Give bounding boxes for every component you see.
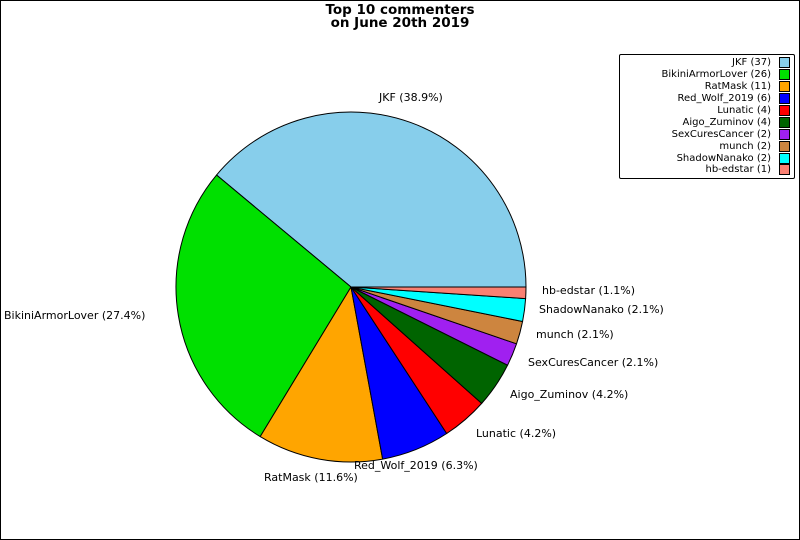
pie-slice-bikiniarmorlover	[175, 174, 352, 438]
legend-label: JKF (37)	[732, 57, 771, 69]
legend-label: Red_Wolf_2019 (6)	[677, 93, 771, 105]
legend-swatch	[779, 69, 790, 81]
slice-label-shadownanako: ShadowNanako (2.1%)	[539, 303, 664, 316]
legend-row-munch: munch (2)	[622, 140, 792, 152]
legend-row-jkf: JKF (37)	[622, 57, 792, 69]
legend-label: BikiniArmorLover (26)	[661, 69, 771, 81]
legend-swatch	[779, 81, 790, 93]
legend-label: hb-edstar (1)	[705, 164, 771, 176]
slice-label-bikiniarmorlover: BikiniArmorLover (27.4%)	[4, 309, 146, 322]
legend-row-hb-edstar: hb-edstar (1)	[622, 164, 792, 176]
chart-title: Top 10 commenters on June 20th 2019	[1, 2, 799, 31]
legend-swatch	[779, 128, 790, 140]
slice-label-lunatic: Lunatic (4.2%)	[476, 427, 557, 440]
legend: JKF (37) BikiniArmorLover (26) RatMask (11…	[619, 54, 795, 179]
legend-swatch	[779, 152, 790, 164]
legend-label: RatMask (11)	[704, 81, 771, 93]
legend-label: munch (2)	[719, 140, 771, 152]
legend-row-bikiniarmorlover: BikiniArmorLover (26)	[622, 69, 792, 81]
legend-row-ratmask: RatMask (11)	[622, 81, 792, 93]
legend-label: Aigo_Zuminov (4)	[682, 116, 771, 128]
legend-label: SexCuresCancer (2)	[671, 128, 771, 140]
legend-row-lunatic: Lunatic (4)	[622, 105, 792, 117]
slice-label-munch: munch (2.1%)	[536, 328, 614, 341]
pie-slice-jkf	[216, 111, 527, 288]
legend-row-sexcurescancer: SexCuresCancer (2)	[622, 128, 792, 140]
legend-swatch	[779, 93, 790, 105]
legend-swatch	[779, 116, 790, 128]
slice-label-hb-edstar: hb-edstar (1.1%)	[542, 284, 636, 297]
pie-slice-hb-edstar	[350, 286, 527, 300]
slice-label-red_wolf_2019: Red_Wolf_2019 (6.3%)	[354, 459, 478, 472]
slice-label-ratmask: RatMask (11.6%)	[264, 471, 358, 484]
legend-label: Lunatic (4)	[717, 105, 771, 116]
legend-swatch	[779, 140, 790, 152]
chart-title-line1: Top 10 commenters	[325, 2, 475, 18]
legend-row-shadownanako: ShadowNanako (2)	[622, 152, 792, 164]
slice-label-sexcurescancer: SexCuresCancer (2.1%)	[528, 356, 659, 369]
chart-title-line2: on June 20th 2019	[330, 15, 470, 31]
pie-slice-ratmask	[259, 286, 384, 463]
slice-label-jkf: JKF (38.9%)	[379, 91, 443, 104]
legend-label: ShadowNanako (2)	[676, 152, 771, 164]
slice-label-aigo_zuminov: Aigo_Zuminov (4.2%)	[510, 388, 629, 401]
legend-swatch	[779, 105, 790, 116]
legend-row-red_wolf_2019: Red_Wolf_2019 (6)	[622, 93, 792, 105]
legend-row-aigo_zuminov: Aigo_Zuminov (4)	[622, 116, 792, 128]
legend-swatch	[779, 57, 790, 69]
legend-swatch	[779, 164, 790, 176]
